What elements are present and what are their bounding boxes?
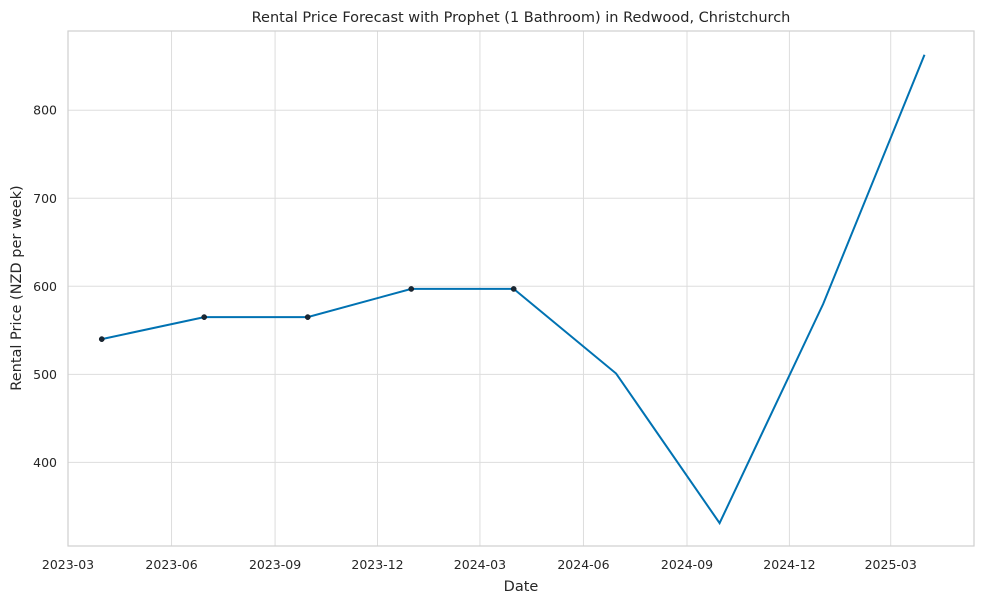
plot-frame (67, 30, 975, 547)
observed-point (98, 336, 105, 342)
y-tick-label: 500 (33, 367, 57, 382)
observed-point (304, 314, 311, 320)
x-axis-label: Date (504, 579, 539, 595)
y-tick-label: 700 (33, 191, 57, 206)
x-tick-label: 2024-12 (763, 557, 815, 572)
x-tick-label: 2025-03 (865, 557, 917, 572)
observed-point (201, 314, 208, 320)
observed-point (510, 286, 517, 292)
observed-point (408, 286, 415, 292)
x-tick-label: 2023-03 (42, 557, 94, 572)
x-tick-label: 2023-09 (249, 557, 301, 572)
plot-area (98, 54, 926, 526)
x-tick-label: 2023-06 (145, 557, 197, 572)
grid (67, 31, 974, 546)
y-tick-label: 800 (33, 103, 57, 118)
y-tick-label: 600 (33, 279, 57, 294)
tick-labels: 2023-03 2023-06 2023-09 2023-12 2024-03 2024-… (33, 103, 917, 572)
x-tick-label: 2024-06 (557, 557, 609, 572)
y-axis-label: Rental Price (NZD per week) (9, 185, 25, 390)
chart-title: Rental Price Forecast with Prophet (1 Ba… (252, 10, 791, 26)
x-tick-label: 2024-09 (661, 557, 713, 572)
y-tick-label: 400 (33, 455, 57, 470)
x-tick-label: 2024-03 (454, 557, 506, 572)
x-tick-label: 2023-12 (351, 557, 403, 572)
